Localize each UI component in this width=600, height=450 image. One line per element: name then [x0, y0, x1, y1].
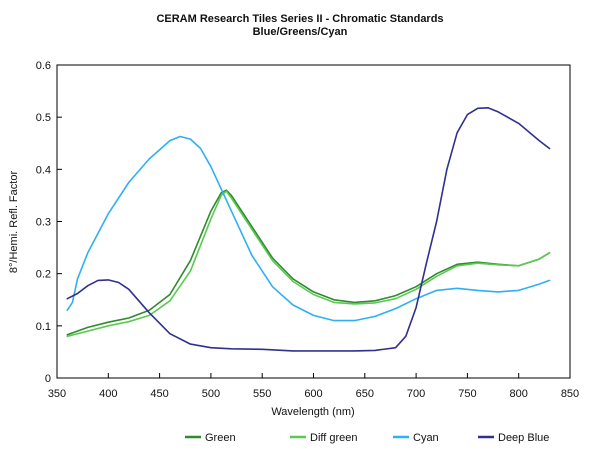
y-tick-label: 0 [45, 373, 51, 385]
y-axis-label: 8°/Hemi. Refl. Factor [8, 171, 20, 274]
legend-label-deep-blue: Deep Blue [498, 432, 549, 444]
x-axis-label: Wavelength (nm) [271, 406, 354, 418]
y-tick-label: 0.1 [36, 321, 51, 333]
x-tick-label: 450 [150, 388, 168, 400]
x-tick-label: 350 [48, 388, 66, 400]
y-tick-label: 0.2 [36, 269, 51, 281]
x-tick-label: 800 [510, 388, 528, 400]
legend: Green Diff green Cyan Deep Blue [185, 432, 549, 444]
y-tick-label: 0.3 [36, 217, 51, 229]
x-axis-ticks: 350 400 450 500 550 600 650 700 750 800 850 [48, 373, 579, 400]
series-lines [66, 107, 551, 352]
x-tick-label: 500 [202, 388, 220, 400]
y-axis-ticks: 0 0.1 0.2 0.3 0.4 0.5 0.6 [36, 60, 62, 385]
legend-label-cyan: Cyan [413, 432, 439, 444]
x-tick-label: 700 [407, 388, 425, 400]
x-tick-label: 850 [561, 388, 579, 400]
series-line-green [66, 189, 551, 336]
chart-subtitle: Blue/Greens/Cyan [253, 26, 348, 38]
y-tick-label: 0.6 [36, 60, 51, 72]
y-tick-label: 0.5 [36, 112, 51, 124]
series-line-diff-green [66, 190, 551, 338]
legend-label-diff-green: Diff green [310, 432, 358, 444]
plot-frame [56, 64, 571, 379]
chart-title: CERAM Research Tiles Series II - Chromat… [156, 13, 443, 25]
x-tick-label: 600 [304, 388, 322, 400]
series-line-deep-blue [66, 107, 551, 352]
x-tick-label: 650 [356, 388, 374, 400]
y-tick-label: 0.4 [36, 164, 51, 176]
legend-label-green: Green [205, 432, 236, 444]
x-tick-label: 750 [458, 388, 476, 400]
x-tick-label: 550 [253, 388, 271, 400]
series-line-cyan [66, 135, 551, 322]
x-tick-label: 400 [99, 388, 117, 400]
